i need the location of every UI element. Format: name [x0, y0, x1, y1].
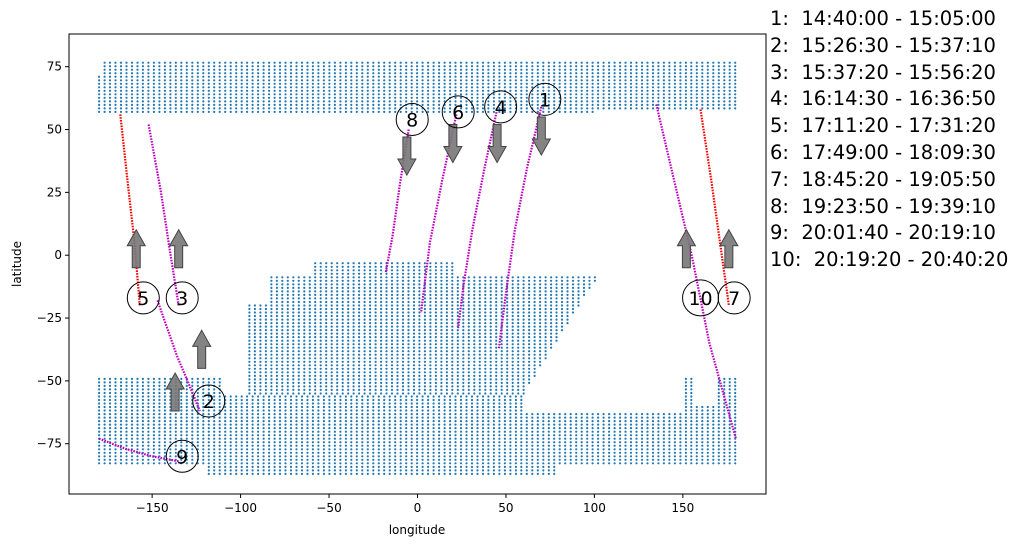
track-label-8: 8	[406, 109, 418, 131]
track-label-4: 4	[495, 97, 507, 119]
arrow-layer	[126, 116, 739, 412]
track-arrow-10	[676, 228, 697, 269]
track-9	[98, 437, 179, 463]
y-axis-label: latitude	[10, 241, 24, 287]
track-5	[119, 114, 141, 306]
label-layer: 1 2 3 4 5 6 7 8 9 10	[126, 82, 751, 473]
track-arrow-5	[126, 228, 147, 269]
track-arrow-7	[718, 228, 739, 269]
track-3	[147, 124, 180, 306]
track-7	[699, 109, 730, 306]
track-label-10: 10	[688, 288, 712, 310]
y-tick-label: 25	[47, 185, 62, 199]
track-marker-4	[484, 90, 518, 124]
legend-entry-9: 9: 20:01:40 - 20:19:10	[770, 221, 996, 245]
track-2	[156, 300, 201, 412]
track-label-9: 9	[176, 446, 188, 468]
x-tick-label: 100	[583, 501, 606, 515]
legend-entry-1: 1: 14:40:00 - 15:05:00	[770, 7, 996, 30]
track-marker-2	[192, 384, 226, 418]
y-tick-label: −75	[37, 437, 62, 451]
legend-entry-5: 5: 17:11:20 - 17:31:20	[770, 114, 996, 138]
track-marker-3	[165, 281, 199, 315]
legend-entry-4: 4: 16:14:30 - 16:36:50	[770, 87, 996, 111]
x-axis: −150 −100 −50 0 50 100 150	[136, 494, 694, 515]
x-tick-label: −150	[136, 501, 169, 515]
y-tick-label: 0	[54, 248, 62, 262]
track-arrow-3	[168, 228, 189, 269]
legend-entry-8: 8: 19:23:50 - 19:39:10	[770, 194, 996, 218]
track-marker-8	[395, 102, 429, 136]
track-1	[497, 106, 543, 349]
track-label-3: 3	[176, 288, 188, 310]
coverage-region-0	[98, 61, 737, 113]
legend-entry-7: 7: 18:45:20 - 19:05:50	[770, 167, 996, 191]
legend-entry-10: 10: 20:19:20 - 20:40:20	[770, 248, 1009, 272]
track-marker-6	[441, 95, 475, 129]
legend-entry-3: 3: 15:37:20 - 15:56:20	[770, 60, 996, 84]
track-layer	[98, 104, 737, 463]
track-label-6: 6	[452, 102, 464, 124]
legend-entry-2: 2: 15:26:30 - 15:37:10	[770, 33, 996, 57]
track-arrow-8	[397, 136, 417, 177]
track-label-2: 2	[203, 391, 215, 413]
x-tick-label: −100	[224, 501, 257, 515]
track-marker-5	[126, 281, 160, 315]
legend-entry-6: 6: 17:49:00 - 18:09:30	[770, 140, 996, 164]
y-tick-label: −50	[37, 374, 62, 388]
y-tick-label: 75	[47, 60, 62, 74]
x-tick-label: 0	[414, 501, 422, 515]
track-6	[419, 114, 458, 314]
track-label-5: 5	[137, 288, 149, 310]
x-tick-label: 50	[498, 501, 513, 515]
track-10	[655, 104, 737, 439]
track-arrow-4	[487, 123, 507, 164]
track-arrow-1	[531, 116, 552, 156]
track-marker-9	[165, 439, 199, 473]
track-marker-1	[528, 82, 562, 116]
y-tick-label: 50	[47, 123, 62, 137]
x-tick-label: 150	[671, 501, 694, 515]
coverage-region-1	[248, 262, 597, 395]
track-marker-10	[682, 279, 720, 317]
track-label-1: 1	[539, 89, 551, 111]
y-tick-label: −25	[37, 311, 62, 325]
x-tick-label: −50	[316, 501, 341, 515]
x-axis-label: longitude	[389, 523, 446, 537]
track-arrow-2	[191, 329, 212, 369]
track-arrow-9	[165, 372, 185, 412]
time-legend: 1: 14:40:00 - 15:05:00 2: 15:26:30 - 15:3…	[770, 6, 1008, 274]
track-label-7: 7	[728, 288, 740, 310]
y-axis: −75 −50 −25 0 25 50 75	[37, 60, 69, 451]
